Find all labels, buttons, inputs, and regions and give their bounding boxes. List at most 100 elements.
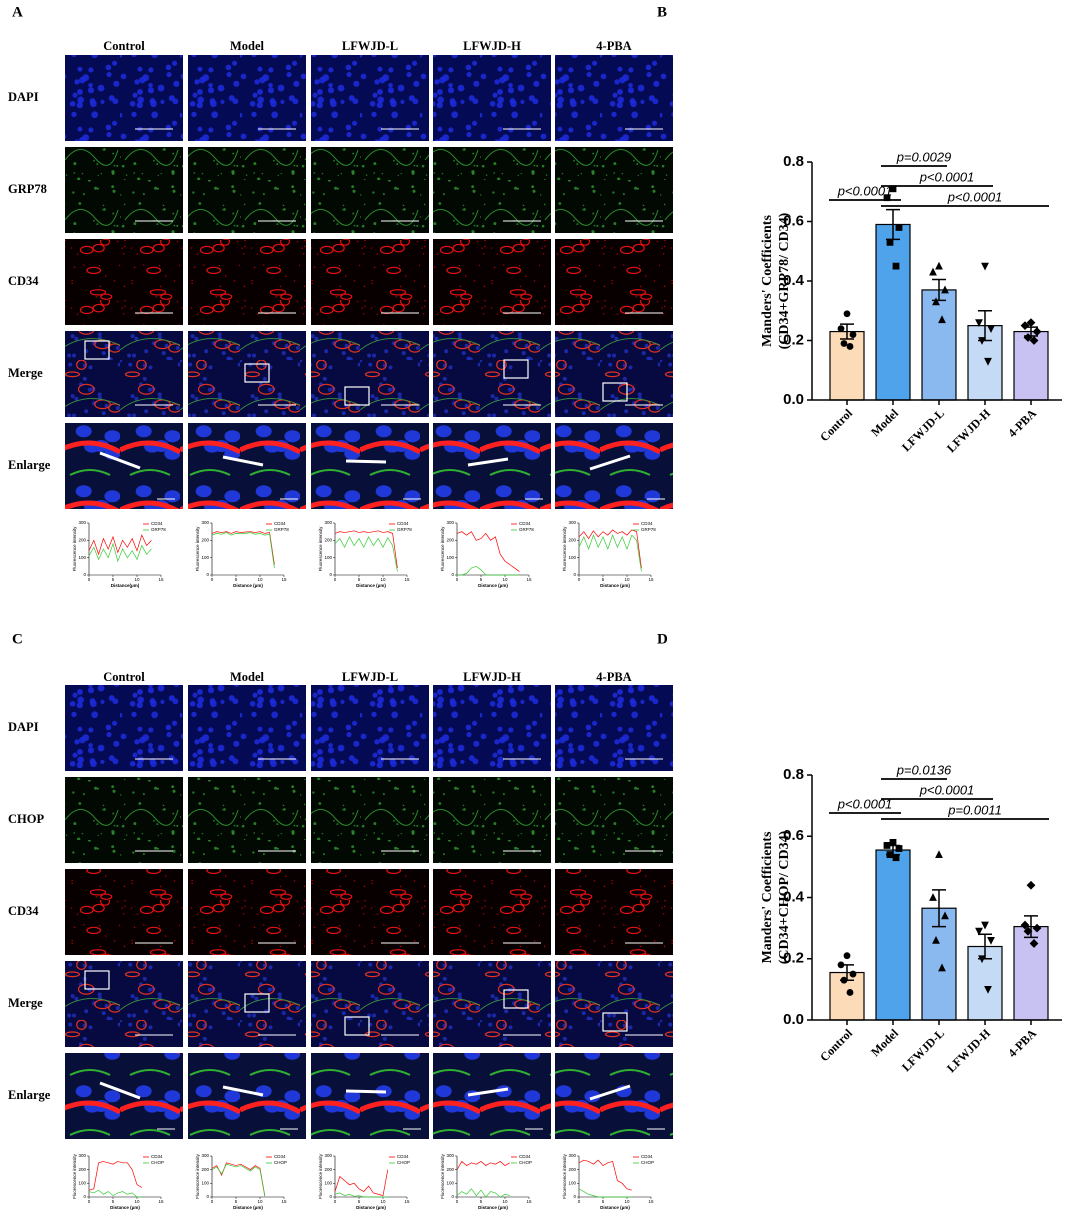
x-tick-label: 15 — [158, 1199, 164, 1204]
y-tick-label: 300 — [201, 1153, 209, 1158]
row-label: CHOP — [8, 812, 44, 826]
data-point — [892, 262, 900, 270]
y-tick-label: 300 — [78, 1153, 86, 1158]
line-series — [578, 1188, 632, 1198]
data-point — [929, 267, 937, 276]
x-axis-label: Distance (μm) — [110, 1205, 140, 1210]
y-tick-label: 300 — [324, 1153, 332, 1158]
micrograph — [188, 869, 306, 955]
profile-line — [222, 455, 264, 467]
y-tick-label: 200 — [324, 1167, 332, 1172]
data-point — [889, 185, 897, 193]
column-label: LFWJD-H — [463, 39, 521, 53]
x-tick-label: 0 — [211, 577, 214, 582]
data-point — [1029, 939, 1039, 948]
x-tick-label: 5 — [112, 1199, 115, 1204]
x-tick-label: 15 — [526, 577, 532, 582]
x-tick-label: 0 — [211, 1199, 214, 1204]
y-tick-label: 0 — [451, 1194, 454, 1199]
column-label: Model — [230, 39, 265, 53]
row-label: DAPI — [8, 720, 39, 734]
bar — [921, 289, 957, 401]
bar — [1013, 925, 1049, 1021]
data-point — [886, 238, 894, 246]
micrograph — [65, 1053, 183, 1139]
micrograph — [311, 869, 429, 955]
error-bar — [932, 889, 946, 928]
significance-label: p<0.0001 — [947, 189, 1003, 204]
micrograph — [188, 331, 306, 417]
error-bar — [1024, 915, 1038, 939]
significance-label: p=0.0136 — [896, 762, 952, 777]
legend-label: CD34 — [641, 1154, 653, 1159]
profile-line — [99, 1081, 141, 1100]
legend-label: CHOP — [641, 1160, 654, 1165]
roi-box — [602, 382, 628, 402]
y-axis-label: Fluorescence intensity — [562, 1153, 567, 1199]
x-tick-label: 10 — [380, 1199, 386, 1204]
profile-line — [467, 457, 509, 467]
roi-box — [602, 1012, 628, 1032]
x-tick-label: 4-PBA — [1005, 1026, 1039, 1060]
x-tick-label: 10 — [502, 577, 508, 582]
significance-label: p=0.0011 — [947, 802, 1002, 817]
x-tick-label: 0 — [456, 1199, 459, 1204]
data-point — [889, 838, 897, 846]
data-point — [975, 319, 983, 328]
data-point — [938, 963, 946, 972]
micrograph — [555, 777, 673, 863]
x-axis-label: Distance (μm) — [356, 583, 386, 588]
x-tick-label: LFWJD-L — [899, 1026, 947, 1074]
profile-line — [589, 454, 631, 471]
column-label: LFWJD-L — [342, 39, 398, 53]
legend-label: CHOP — [151, 1160, 164, 1165]
data-point — [846, 343, 854, 350]
data-point — [1029, 336, 1039, 345]
micrograph — [65, 869, 183, 955]
line-series — [456, 531, 520, 572]
x-tick-label: 0 — [578, 577, 581, 582]
x-tick-label: 4-PBA — [1005, 406, 1039, 440]
data-point — [935, 261, 943, 270]
x-tick-label: 5 — [235, 1199, 238, 1204]
y-axis-label: Fluorescence intensity — [195, 526, 200, 572]
data-point — [1023, 926, 1033, 936]
x-tick-label: 0 — [88, 577, 91, 582]
x-tick-label: Control — [817, 406, 855, 444]
x-tick-label: 10 — [134, 577, 140, 582]
x-tick-label: LFWJD-L — [899, 406, 947, 454]
micrograph — [188, 685, 306, 771]
significance-label: p<0.0001 — [837, 796, 893, 811]
y-tick-label: 300 — [568, 1153, 576, 1158]
micrograph — [65, 777, 183, 863]
y-tick-label: 0 — [329, 572, 332, 577]
profile-line — [589, 1084, 631, 1101]
micrograph — [311, 55, 429, 141]
y-tick-label: 0.0 — [783, 391, 804, 408]
y-tick-label: 100 — [446, 1181, 454, 1186]
bar — [875, 223, 911, 401]
profile-line — [99, 451, 141, 470]
data-point — [1032, 327, 1042, 336]
y-tick-label: 0 — [573, 572, 576, 577]
y-tick-label: 0.8 — [783, 766, 804, 783]
y-tick-label: 300 — [446, 520, 454, 525]
row-label: CD34 — [8, 904, 39, 918]
data-point — [843, 952, 851, 960]
data-point — [892, 854, 900, 862]
data-point — [846, 989, 854, 996]
data-point — [849, 970, 857, 978]
row-label: Merge — [8, 996, 43, 1010]
panel-letter: B — [657, 4, 667, 20]
micrograph — [65, 685, 183, 771]
micrograph — [555, 147, 673, 233]
data-point — [886, 851, 894, 859]
micrograph — [433, 147, 551, 233]
micrograph — [433, 423, 551, 509]
bar — [875, 849, 911, 1021]
legend-label: CHOP — [519, 1160, 532, 1165]
y-tick-label: 0 — [573, 1194, 576, 1199]
data-point — [840, 976, 848, 984]
micrograph — [311, 239, 429, 325]
